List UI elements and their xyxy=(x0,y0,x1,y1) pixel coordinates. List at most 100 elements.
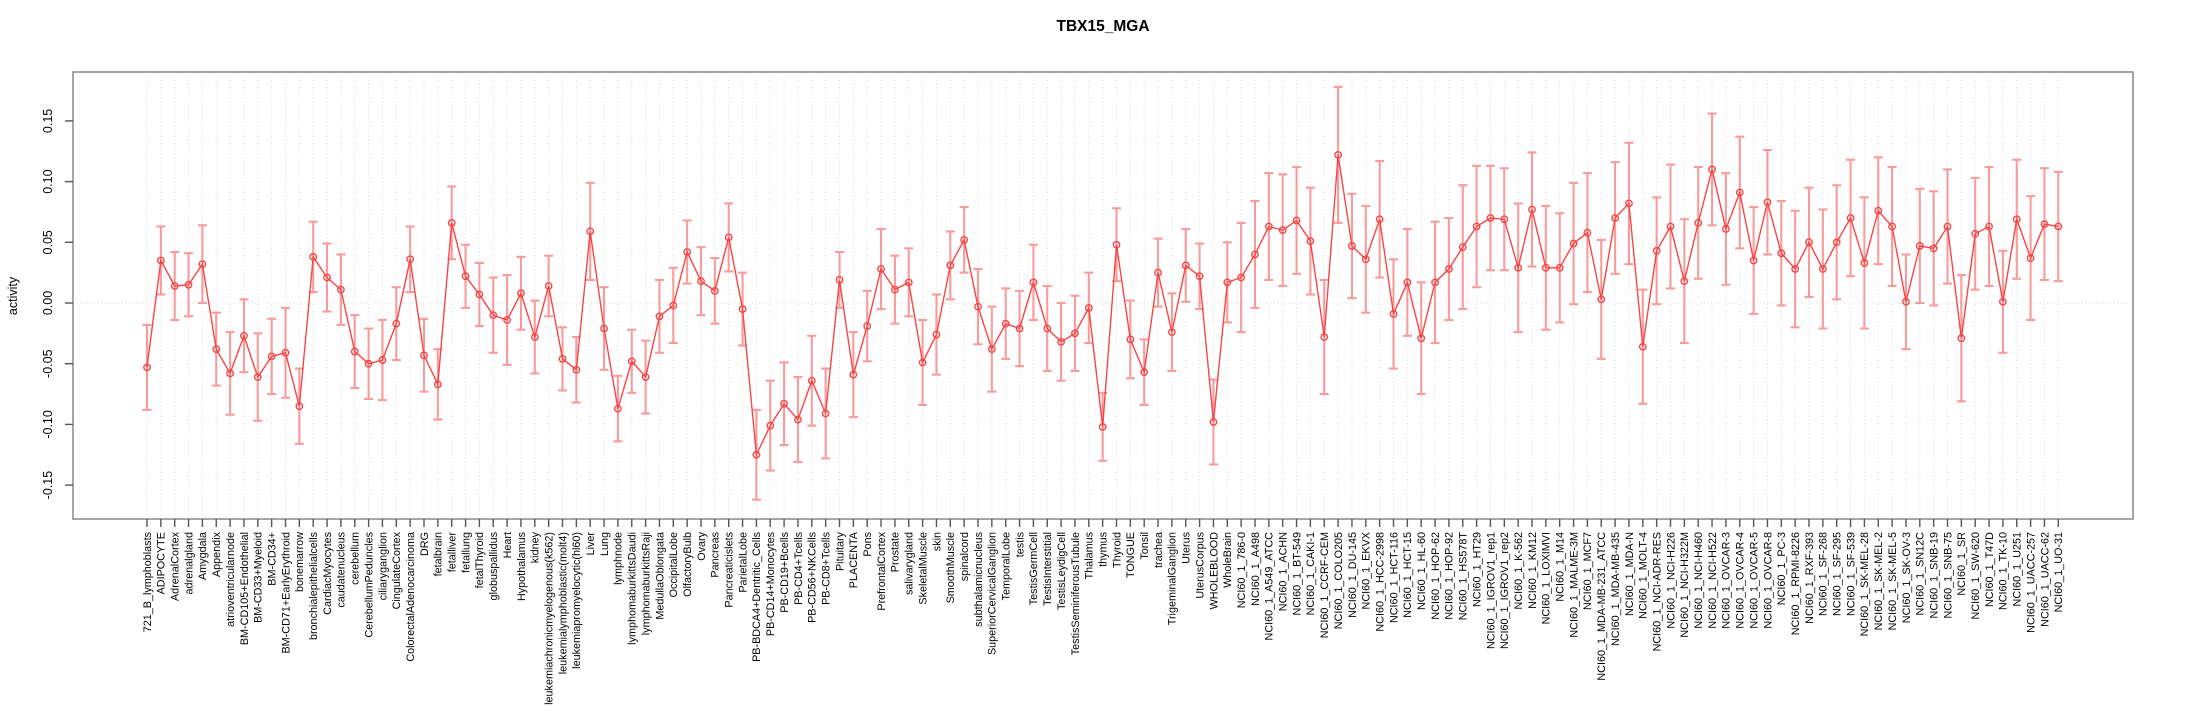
data-point xyxy=(212,345,221,354)
x-tick-label: NCI60_1_HL-60 xyxy=(1416,532,1428,610)
x-tick-label: PLACENTA xyxy=(848,531,860,588)
data-point xyxy=(295,402,304,411)
x-tick-label: TemporalLobe xyxy=(1001,532,1013,600)
x-tick-label: AdrenalCortex xyxy=(170,531,182,601)
data-point xyxy=(1985,222,1993,231)
x-tick-label: Hypothalamus xyxy=(516,531,528,601)
data-point xyxy=(447,218,456,227)
data-point xyxy=(1874,206,1883,215)
x-tick-label: NCI60_1_HCT-15 xyxy=(1402,532,1414,618)
data-point xyxy=(1555,263,1564,272)
data-point xyxy=(1154,268,1162,277)
data-point xyxy=(1458,243,1467,252)
x-tick-label: NCI60_1_UACC-62 xyxy=(2039,532,2051,627)
x-tick-label: BM-CD34+ xyxy=(266,532,278,586)
data-point xyxy=(1098,422,1107,431)
x-tick-label: TONGUE xyxy=(1125,532,1137,578)
x-tick-label: NCI60_1_COLO205 xyxy=(1333,532,1345,629)
x-tick-label: NCI60_1_HCC-2998 xyxy=(1374,532,1386,632)
data-point xyxy=(1264,222,1273,231)
data-point xyxy=(1195,272,1204,281)
data-point xyxy=(517,289,525,298)
x-tick-label: SuperiorCervicalGanglion xyxy=(987,532,999,655)
x-tick-label: NCI60_1_MDA-MB-435 xyxy=(1610,532,1622,646)
x-tick-label: Lung xyxy=(599,532,611,556)
data-point xyxy=(378,356,387,364)
x-tick-label: NCI60_1_U251 xyxy=(2012,532,2024,606)
data-point xyxy=(1486,214,1495,222)
data-point xyxy=(1722,225,1730,233)
data-point xyxy=(323,273,331,282)
x-tick-label: Thalamus xyxy=(1084,531,1096,579)
x-tick-label: salivarygland xyxy=(904,532,916,595)
data-point xyxy=(1403,278,1412,287)
x-tick-label: NCI60_1_MALME-3M xyxy=(1568,532,1580,638)
data-point xyxy=(392,319,401,328)
x-tick-label: TestisInterstitial xyxy=(1042,532,1054,606)
data-point xyxy=(904,278,913,287)
data-point xyxy=(1777,249,1786,258)
x-tick-label: NCI60_1_UO-31 xyxy=(2053,532,2065,612)
x-tick-label: NCI60_1_SN12C xyxy=(1915,532,1927,616)
x-tick-label: NCI60_1_NCI-ADR-RES xyxy=(1651,532,1663,651)
data-point xyxy=(1015,324,1024,333)
x-tick-label: NCI60_1_SR xyxy=(1956,532,1968,596)
data-point xyxy=(1971,229,1980,238)
x-tick-label: NCI60_1_HT29 xyxy=(1471,532,1483,607)
data-point xyxy=(1500,215,1509,224)
data-point xyxy=(433,380,442,389)
x-tick-label: NCI60_1_SF-539 xyxy=(1845,532,1857,616)
data-point xyxy=(1029,278,1038,287)
data-point xyxy=(350,347,359,356)
x-tick-label: CerebellumPeduncles xyxy=(363,531,375,637)
data-point xyxy=(1832,238,1841,247)
data-point xyxy=(1431,278,1439,287)
data-point xyxy=(1043,324,1052,333)
data-point xyxy=(1361,255,1370,264)
data-point xyxy=(170,282,179,290)
x-tick-label: NCI60_1_DU-145 xyxy=(1347,532,1359,618)
x-tick-label: NCI60_1_NCI-H522 xyxy=(1707,532,1719,629)
data-point xyxy=(1320,333,1329,341)
data-point xyxy=(1846,214,1855,222)
x-tick-label: NCI60_1_SK-MEL-5 xyxy=(1887,532,1899,630)
x-tick-label: NCI60_1_OVCAR-4 xyxy=(1735,532,1747,629)
data-point xyxy=(1791,265,1800,273)
x-tick-label: NCI60_1_OVCAR-8 xyxy=(1762,532,1774,629)
x-tick-label: NCI60_1_TK-10 xyxy=(1998,532,2010,610)
data-point xyxy=(780,399,788,408)
data-point xyxy=(1611,214,1620,222)
data-point xyxy=(600,324,608,333)
x-tick-label: PB-CD19+Bcells xyxy=(779,531,791,612)
data-point xyxy=(572,365,581,374)
data-point xyxy=(1528,205,1536,214)
x-tick-label: UterusCorpus xyxy=(1194,531,1206,598)
x-tick-label: NCI60_1_IGROV1_rep1 xyxy=(1485,532,1497,649)
x-tick-label: NCI60_1_OVCAR-5 xyxy=(1748,532,1760,629)
data-point xyxy=(1680,277,1689,286)
x-tick-label: NCI60_1_IGROV1_rep2 xyxy=(1499,532,1511,649)
data-point xyxy=(1084,303,1093,312)
data-point xyxy=(738,305,747,313)
x-tick-label: NCI60_1_LOXIMVI xyxy=(1541,532,1553,624)
data-point xyxy=(1334,150,1343,159)
data-point xyxy=(794,415,802,424)
y-axis-label: activity xyxy=(6,276,20,315)
data-point xyxy=(1348,242,1356,250)
x-tick-label: adrenalgland xyxy=(183,532,195,594)
x-tick-label: kidney xyxy=(530,531,542,563)
data-point xyxy=(821,409,830,418)
x-tick-label: NCI60_1_MDA-N xyxy=(1624,532,1636,616)
x-tick-label: NCI60_1_MCF7 xyxy=(1582,532,1594,610)
x-tick-label: Pancreaticislets xyxy=(724,531,736,607)
x-tick-label: PB-CD56+NKCells xyxy=(807,531,819,623)
x-tick-label: bonemarrow xyxy=(294,532,306,592)
data-point xyxy=(627,357,636,366)
data-point xyxy=(1306,237,1315,245)
x-tick-label: leukemialymphoblastic(molt4) xyxy=(557,532,569,674)
data-point xyxy=(1278,226,1287,235)
x-tick-label: NCI60_1_M14 xyxy=(1555,532,1567,602)
x-tick-label: Tonsil xyxy=(1139,532,1151,560)
y-tick-label: 0.15 xyxy=(41,109,55,133)
